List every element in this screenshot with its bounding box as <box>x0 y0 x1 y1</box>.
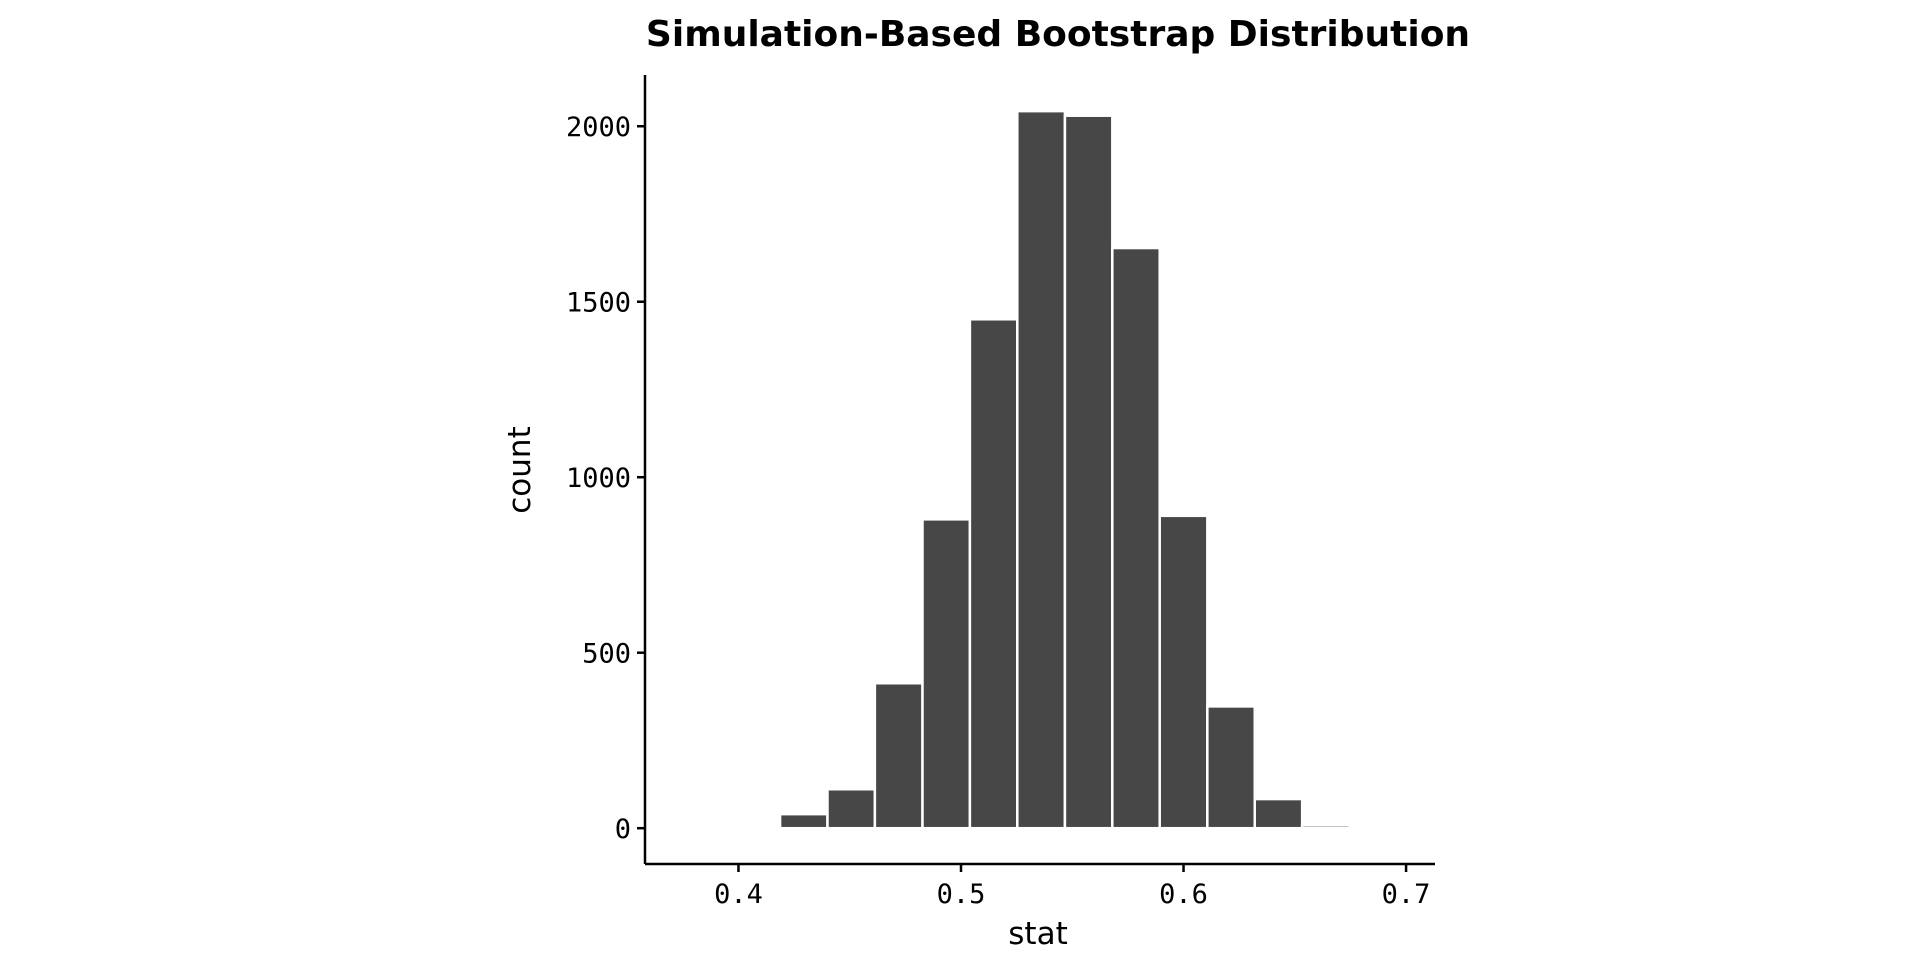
y-tick-label: 1500 <box>566 288 631 319</box>
y-tick-label: 1000 <box>566 463 631 494</box>
histogram-bar <box>1300 824 1352 830</box>
histogram-bars <box>778 109 1352 830</box>
histogram-bar <box>968 318 1019 830</box>
chart-title: Simulation-Based Bootstrap Distribution <box>646 14 1470 55</box>
y-axis-ticks: 0 500 1000 1500 2000 <box>566 112 645 845</box>
x-tick-label: 0.4 <box>714 879 763 910</box>
x-axis-ticks: 0.4 0.5 0.6 0.7 <box>714 864 1430 910</box>
y-tick-label: 0 <box>615 814 631 845</box>
y-axis-title: count <box>502 426 538 513</box>
y-tick-label: 2000 <box>566 112 631 143</box>
x-tick-label: 0.5 <box>937 879 986 910</box>
histogram-bar <box>1158 514 1209 830</box>
histogram-bar <box>826 787 877 830</box>
histogram-bar <box>1111 246 1161 830</box>
y-tick-label: 500 <box>582 639 631 670</box>
histogram-bar <box>778 812 829 830</box>
x-tick-label: 0.7 <box>1382 879 1431 910</box>
histogram-bar <box>1206 705 1256 830</box>
histogram-bar <box>1253 797 1304 830</box>
x-axis-title: stat <box>1008 916 1067 952</box>
histogram-bar <box>921 518 972 830</box>
histogram-bar <box>873 681 924 830</box>
histogram-bar <box>1016 109 1067 830</box>
histogram-bar <box>1063 114 1114 830</box>
x-tick-label: 0.6 <box>1159 879 1208 910</box>
